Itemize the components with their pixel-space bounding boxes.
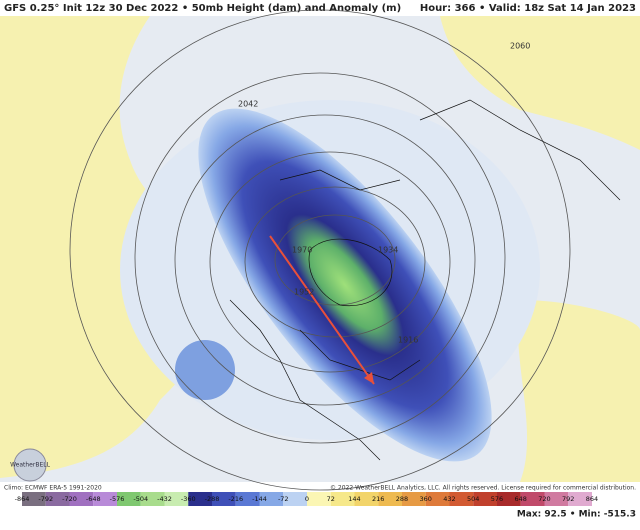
colorbar-tick-label: -72 (278, 495, 289, 503)
coastlines (229, 99, 621, 461)
colorbar-tick-label: 360 (420, 495, 432, 503)
colorbar-cell (402, 492, 426, 506)
colorbar-tick-label: 432 (443, 495, 455, 503)
colorbar-cell (22, 492, 46, 506)
colorbar-tick-label: 72 (327, 495, 335, 503)
colorbar-cell (473, 492, 497, 506)
colorbar-cell (69, 492, 94, 506)
coastline (299, 329, 421, 381)
colorbar-tick-label: -864 (15, 495, 30, 503)
colorbar-cell (212, 492, 236, 506)
contour-label: 1916 (398, 336, 418, 345)
colorbar-tick-label: -288 (205, 495, 220, 503)
header-title: GFS 0.25° Init 12z 30 Dec 2022 • 50mb He… (4, 3, 401, 14)
colorbar-tick-label: 648 (515, 495, 527, 503)
coastline (229, 299, 381, 461)
contour (69, 9, 571, 491)
coastline (419, 99, 621, 201)
contour-label: 1934 (378, 246, 398, 255)
colorbar-cell (93, 492, 117, 506)
colorbar-tick-label: 504 (467, 495, 479, 503)
colorbar-tick-label: -360 (181, 495, 196, 503)
colorbar-tick-label: -792 (38, 495, 53, 503)
header-valid: Hour: 366 • Valid: 18z Sat 14 Jan 2023 (420, 3, 636, 14)
anomaly-positive (517, 300, 640, 482)
colorbar-cell (520, 492, 545, 506)
colorbar-tick-label: 720 (538, 495, 550, 503)
colorbar-cell (425, 492, 450, 506)
colorbar-tick-label: 792 (562, 495, 574, 503)
header-bar (0, 0, 640, 16)
colorbar-cell (378, 492, 402, 506)
colorbar-cell (259, 492, 284, 506)
colorbar-cell (140, 492, 165, 506)
logo-mark (13, 448, 47, 482)
anomaly-positive (40, 242, 112, 317)
colorbar-cell (449, 492, 474, 506)
contour-label: 2042 (238, 100, 258, 109)
colorbar-tick-label: 864 (586, 495, 598, 503)
colorbar-tick-label: 216 (372, 495, 384, 503)
colorbar-tick-label: 0 (305, 495, 309, 503)
colorbar-cell (164, 492, 189, 506)
contour (134, 72, 506, 444)
contour-label: 1952 (294, 288, 314, 297)
colorbar-tick-label: 288 (396, 495, 408, 503)
colorbar-cell (497, 492, 521, 506)
colorbar-tick-label: -720 (62, 495, 77, 503)
contour (244, 186, 426, 338)
colorbar-tick-label: -648 (86, 495, 101, 503)
colorbar-tick-label: -576 (110, 495, 125, 503)
colorbar-tick-label: -144 (252, 495, 267, 503)
coastline (279, 169, 401, 191)
contour (274, 214, 396, 306)
contour (209, 151, 451, 373)
colorbar-cell (354, 492, 379, 506)
colorbar-cell (188, 492, 212, 506)
footer-climo: Climo: ECMWF ERA-5 1991-2020 (4, 485, 102, 492)
footer-copyright: © 2022 WeatherBELL Analytics, LLC. All r… (330, 485, 636, 492)
colorbar-tick-label: -504 (133, 495, 148, 503)
colorbar-cell (568, 492, 592, 506)
colorbar-cell (235, 492, 260, 506)
arrow-head (364, 372, 374, 384)
footer-stats: Max: 92.5 • Min: -515.3 (517, 510, 636, 520)
contour-label: 2060 (510, 42, 530, 51)
colorbar-cell (330, 492, 355, 506)
contours (69, 9, 571, 491)
colorbar-cell (544, 492, 569, 506)
colorbar-cell (117, 492, 141, 506)
colorbar-tick-label: -432 (157, 495, 172, 503)
anomaly-positive (440, 16, 640, 150)
colorbar-tick-label: 144 (348, 495, 360, 503)
colorbar-cell (45, 492, 70, 506)
colorbar-cell (307, 492, 331, 506)
colorbar-tick-label: -216 (228, 495, 243, 503)
colorbar: -864 -792 -720 -648 -576 -504 -432 -360 -288 -216… (15, 492, 598, 506)
contour (174, 114, 476, 406)
anomaly-negative (175, 340, 235, 400)
contour-label: 1970 (292, 246, 312, 255)
map: 2042 2060 1970 1952 1934 1916 WeatherBEL… (0, 9, 640, 491)
logo: WeatherBELL (10, 462, 51, 469)
coastline (308, 238, 393, 307)
colorbar-tick-label: 576 (491, 495, 503, 503)
arrow (269, 235, 375, 385)
colorbar-cell (283, 492, 307, 506)
